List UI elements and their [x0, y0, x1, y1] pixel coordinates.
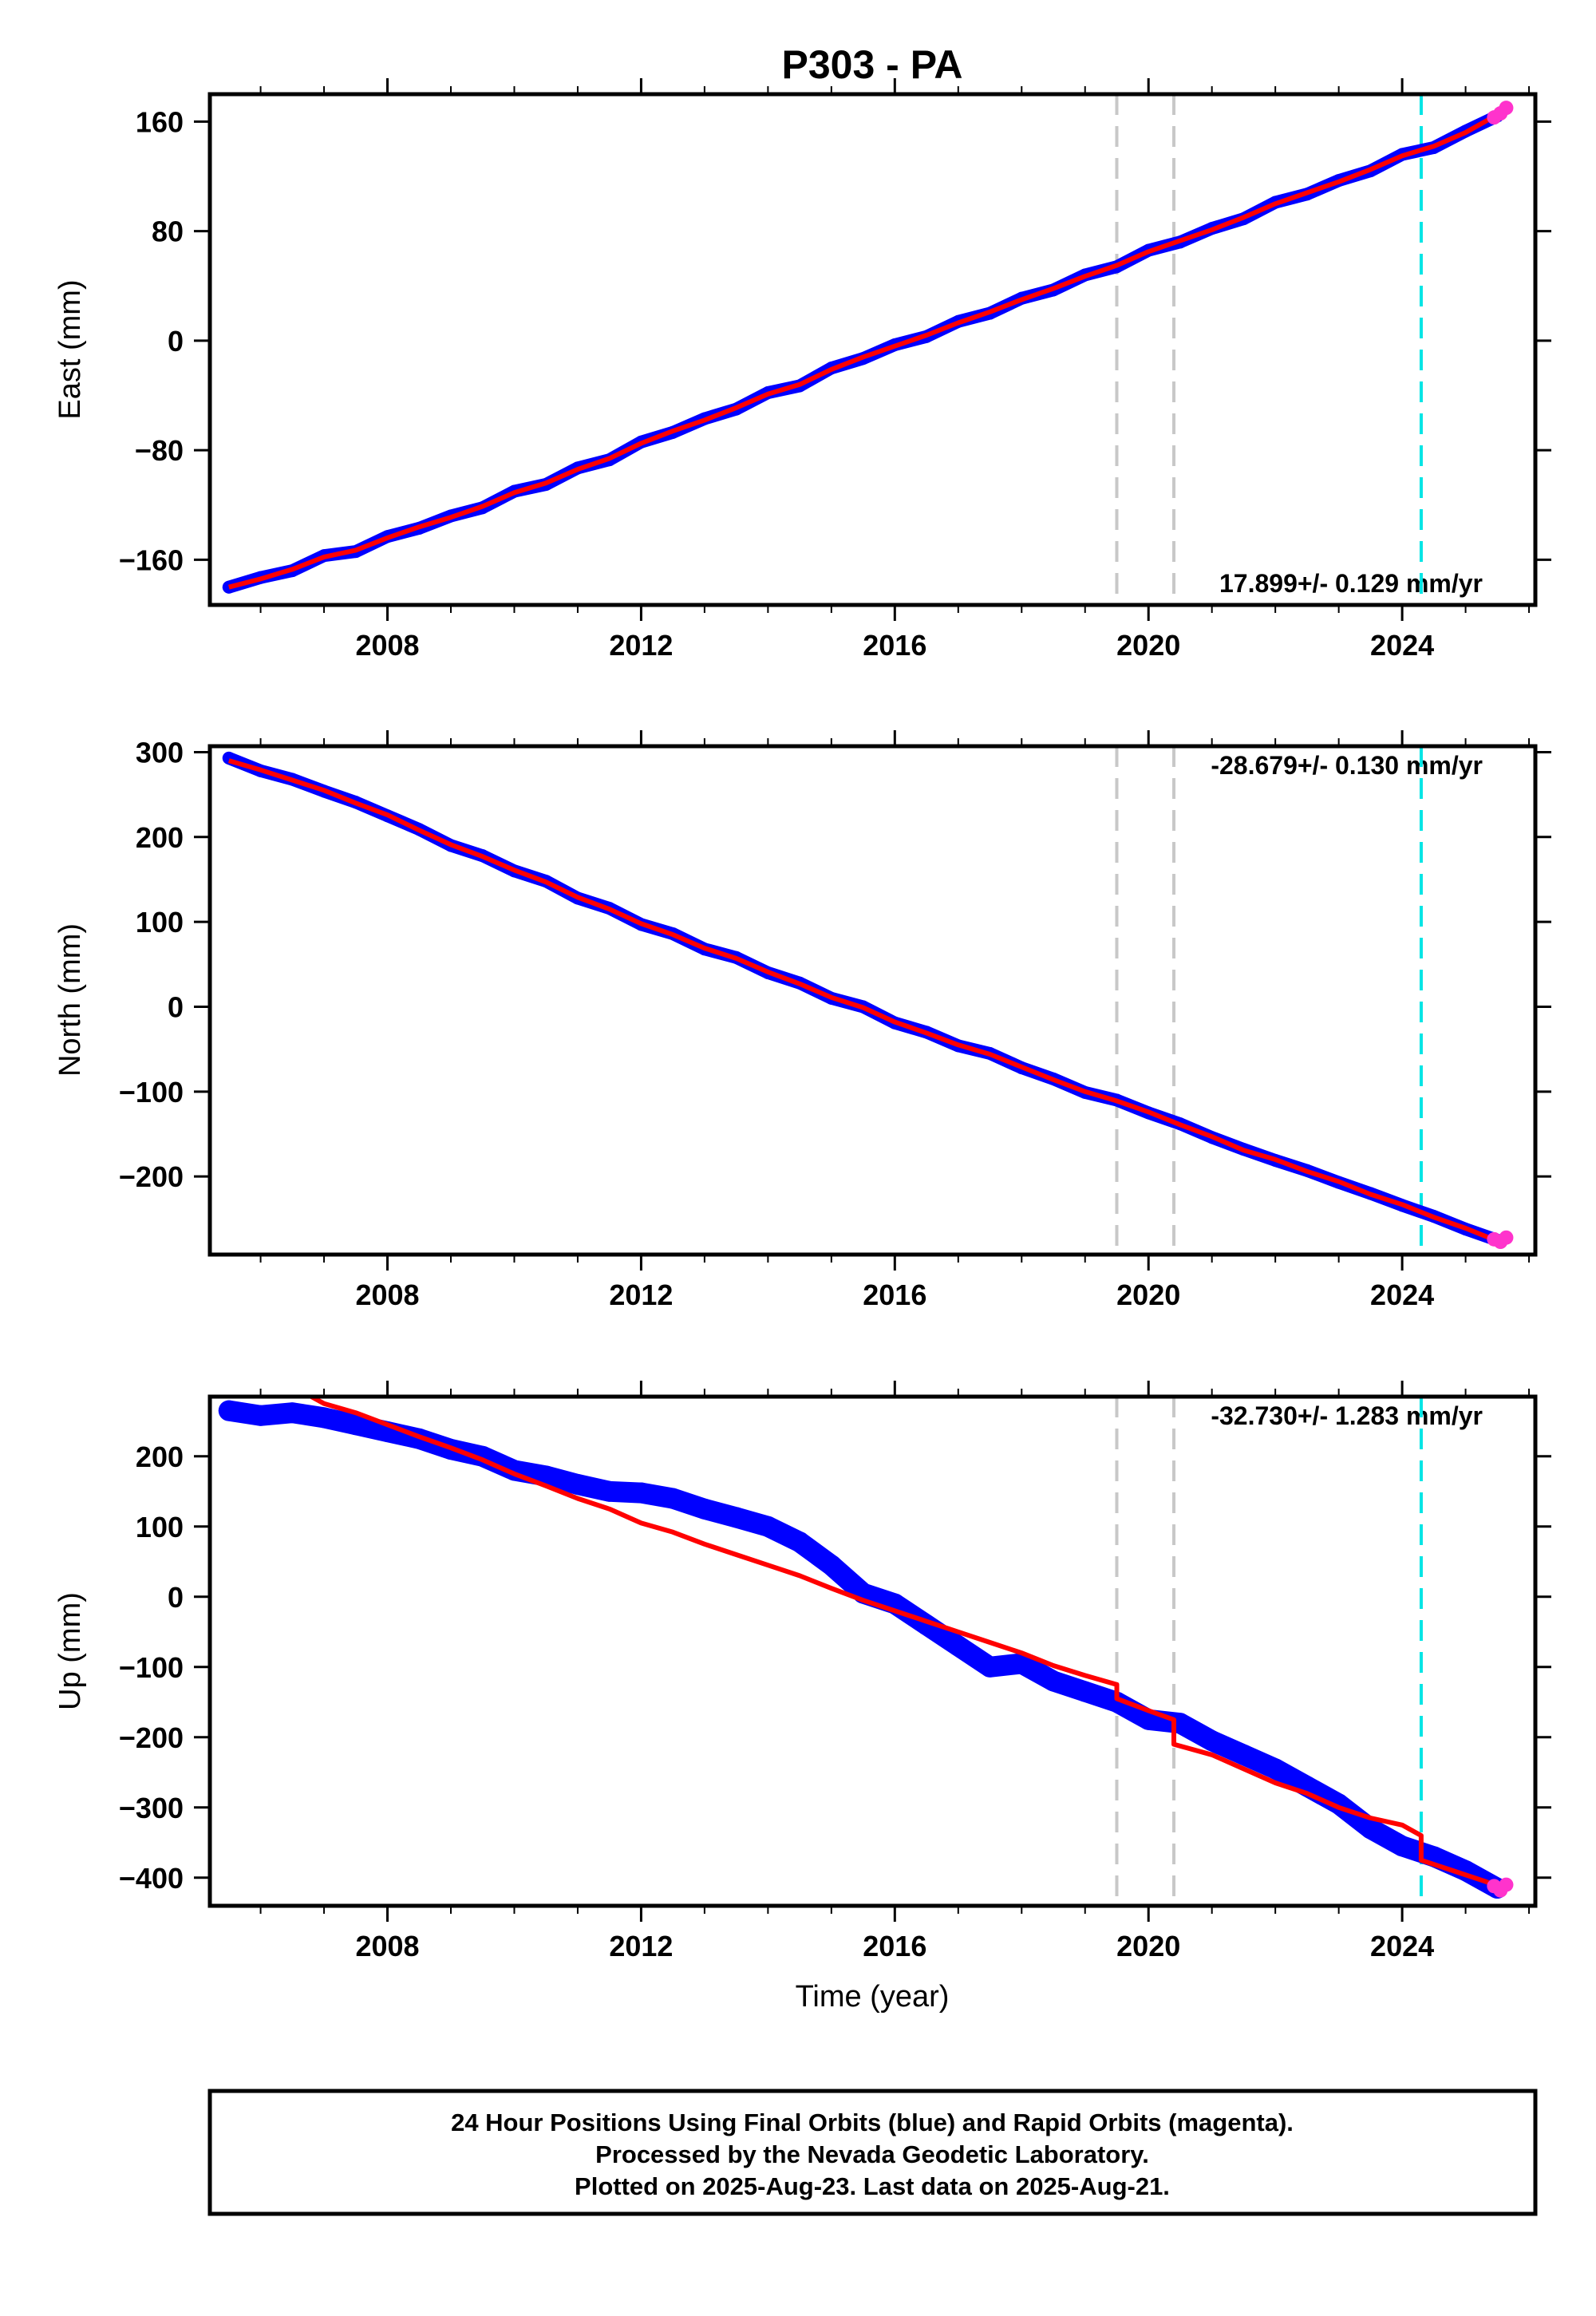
north-plot-frame	[207, 744, 1538, 1257]
east-plot-area	[222, 94, 1514, 605]
east-x-tick-label: 2020	[1116, 629, 1180, 662]
north-rate-label: -28.679+/- 0.130 mm/yr	[1211, 751, 1483, 780]
north-y-tick-label: 0	[168, 990, 184, 1023]
footer-box: 24 Hour Positions Using Final Orbits (bl…	[207, 2089, 1538, 2216]
up-panel: Up (mm) -32.730+/- 1.283 mm/yr Time (yea…	[53, 1381, 1551, 2014]
east-x-tick-label: 2024	[1370, 629, 1434, 662]
north-y-tick-label: 100	[136, 906, 184, 939]
north-plot-area	[222, 746, 1514, 1255]
up-final-orbits-point	[820, 1555, 842, 1576]
up-x-tick-label: 2024	[1370, 1930, 1434, 1962]
up-final-orbits-point	[282, 1402, 303, 1424]
up-model-fit-line	[310, 1397, 1505, 1891]
up-y-tick-label: 200	[136, 1441, 184, 1473]
up-final-orbits-point	[1043, 1670, 1064, 1692]
east-y-axis-label: East (mm)	[53, 279, 87, 419]
up-final-orbits-point	[1265, 1758, 1286, 1780]
up-final-orbits-point	[1201, 1730, 1223, 1752]
up-x-tick-label: 2016	[863, 1930, 926, 1962]
up-y-tick-label: −100	[119, 1651, 184, 1684]
up-x-tick-label: 2008	[355, 1930, 419, 1962]
up-final-orbits-point	[1233, 1744, 1254, 1765]
up-final-orbits-point	[789, 1531, 811, 1553]
up-final-orbits-point	[662, 1488, 684, 1509]
up-y-tick-label: 100	[136, 1511, 184, 1543]
east-y-tick-label: −80	[135, 434, 184, 467]
up-y-tick-label: −200	[119, 1721, 184, 1754]
footer-border	[207, 2089, 1538, 2216]
x-axis-label: Time (year)	[796, 1980, 950, 2014]
north-x-tick-label: 2020	[1116, 1279, 1180, 1311]
east-x-tick-label: 2008	[355, 629, 419, 662]
north-panel: North (mm) -28.679+/- 0.130 mm/yr 2008 20…	[53, 730, 1551, 1311]
up-final-orbits-point	[979, 1656, 1001, 1678]
up-final-orbits-point	[345, 1414, 366, 1436]
up-x-tick-label: 2012	[609, 1930, 673, 1962]
north-y-tick-label: −100	[119, 1076, 184, 1109]
up-final-orbits-point	[250, 1405, 271, 1426]
up-final-orbits-point	[1074, 1681, 1096, 1702]
up-y-tick-label: −300	[119, 1792, 184, 1824]
north-x-tick-label: 2012	[609, 1279, 673, 1311]
east-rate-label: 17.899+/- 0.129 mm/yr	[1219, 569, 1483, 598]
north-model-fit-line	[227, 758, 1499, 1243]
east-panel: East (mm) 17.899+/- 0.129 mm/yr 2008 2012…	[53, 78, 1551, 662]
east-rapid-orbits-point	[1499, 101, 1514, 116]
up-final-orbits-series	[218, 1400, 1508, 1899]
east-y-tick-label: 160	[136, 105, 184, 138]
up-final-orbits-point	[1106, 1691, 1128, 1713]
up-final-orbits-point	[1011, 1653, 1033, 1674]
east-x-tick-label: 2012	[609, 629, 673, 662]
north-y-tick-label: 300	[136, 736, 184, 769]
up-y-axis-label: Up (mm)	[53, 1592, 87, 1710]
chart-title: P303 - PA	[782, 42, 963, 87]
up-final-orbits-point	[218, 1400, 239, 1421]
east-x-tick-label: 2016	[863, 629, 926, 662]
east-plot-frame	[207, 92, 1538, 607]
up-final-orbits-point	[757, 1516, 779, 1537]
east-y-tick-label: 0	[168, 325, 184, 358]
east-y-tick-label: 80	[152, 215, 184, 248]
north-x-tick-label: 2008	[355, 1279, 419, 1311]
north-y-tick-label: 200	[136, 821, 184, 854]
up-plot-frame	[207, 1394, 1538, 1908]
up-plot-area	[218, 1397, 1514, 1906]
up-final-orbits-point	[598, 1480, 620, 1502]
up-final-orbits-point	[947, 1635, 969, 1657]
footer-line-2: Processed by the Nevada Geodetic Laborat…	[595, 2140, 1149, 2168]
up-final-orbits-point	[630, 1482, 652, 1504]
up-final-orbits-point	[1392, 1836, 1413, 1857]
up-y-tick-label: 0	[168, 1581, 184, 1614]
up-x-tick-label: 2020	[1116, 1930, 1180, 1962]
north-y-axis-label: North (mm)	[53, 923, 87, 1077]
up-final-orbits-point	[725, 1507, 747, 1528]
footer-line-3: Plotted on 2025-Aug-23. Last data on 202…	[575, 2172, 1170, 2200]
north-rapid-orbits-point	[1499, 1230, 1514, 1245]
up-final-orbits-point	[1360, 1818, 1381, 1840]
up-y-tick-label: −400	[119, 1862, 184, 1895]
up-rate-label: -32.730+/- 1.283 mm/yr	[1211, 1401, 1483, 1430]
east-model-fit-line	[228, 113, 1499, 590]
up-final-orbits-point	[567, 1474, 588, 1495]
up-final-orbits-point	[535, 1465, 557, 1487]
footer-line-1: 24 Hour Positions Using Final Orbits (bl…	[451, 2109, 1294, 2136]
up-final-orbits-point	[314, 1407, 335, 1429]
up-rapid-orbits-point	[1499, 1877, 1514, 1892]
up-final-orbits-point	[693, 1498, 715, 1520]
east-y-tick-label: −160	[119, 543, 184, 576]
east-final-orbits-series	[222, 109, 1504, 594]
north-x-tick-label: 2024	[1370, 1279, 1434, 1311]
north-x-tick-label: 2016	[863, 1279, 926, 1311]
north-y-tick-label: −200	[119, 1160, 184, 1193]
